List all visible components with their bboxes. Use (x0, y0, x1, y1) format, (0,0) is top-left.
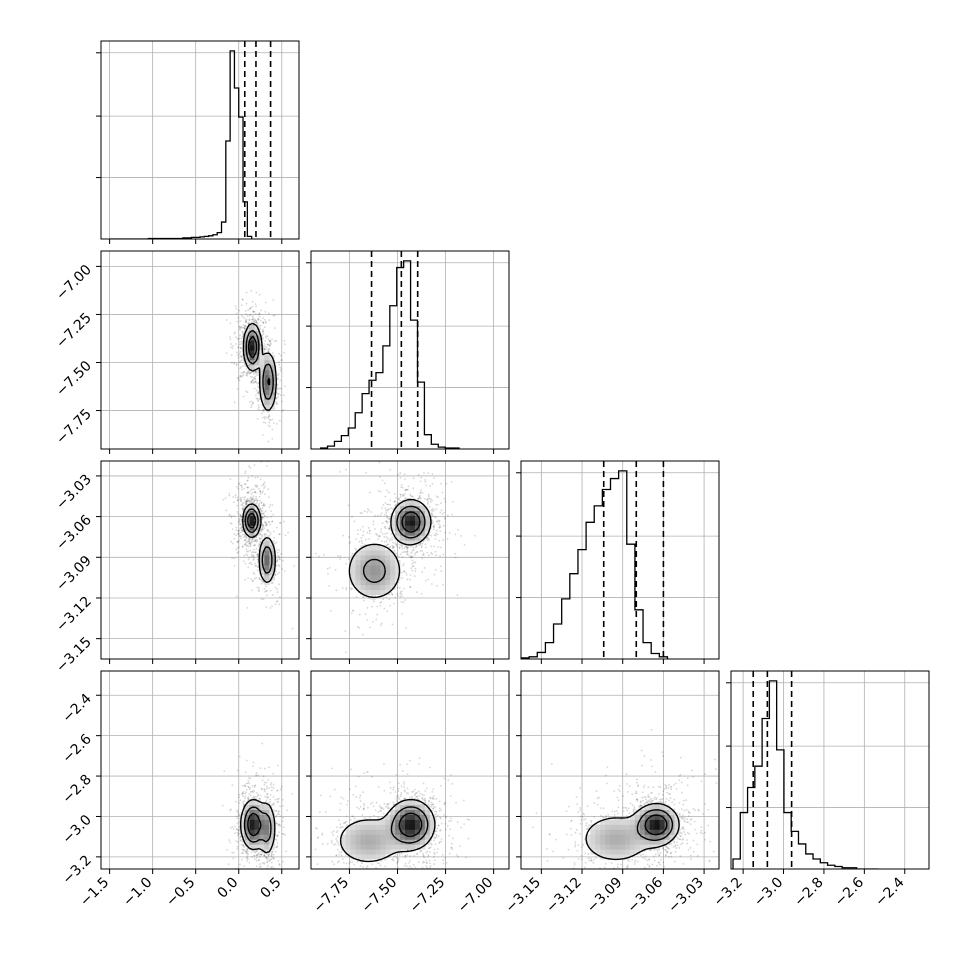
scatter-points (222, 461, 296, 630)
panel-frame (310, 460, 510, 660)
panel-frame (520, 460, 720, 660)
contour-level (390, 806, 429, 844)
scatter-content (221, 742, 294, 869)
x-tick-label: −0.5 (163, 875, 198, 910)
y-tick-label: −7.50 (53, 358, 95, 400)
panel-frame (100, 460, 300, 660)
contour-lines (240, 798, 276, 854)
y-tick-label: −3.2 (59, 852, 94, 887)
scatter-panel-p0-p2: −3.15−3.12−3.09−3.06−3.03 (53, 460, 300, 676)
panel-frame (100, 40, 300, 240)
panel-frame (310, 250, 510, 450)
contour-level (585, 802, 680, 861)
contour-level (245, 329, 274, 400)
scatter-content (315, 461, 476, 654)
x-tick-label: −7.00 (455, 875, 497, 917)
x-tick-label: −3.03 (665, 875, 707, 917)
y-tick-label: −3.15 (53, 634, 95, 676)
density-fill (244, 505, 275, 586)
x-tick-label: −7.25 (407, 875, 449, 917)
histogram-panel-p2 (516, 460, 720, 664)
contour-lines (242, 503, 276, 583)
y-tick-label: −7.00 (53, 262, 95, 304)
contour-level (247, 812, 262, 837)
x-tick-label: −2.8 (791, 875, 826, 910)
contour-level (243, 806, 272, 843)
scatter-panel-p0-p1: −7.75 −7.50 −7.25 −7.00 (53, 250, 300, 454)
panel-frame (730, 670, 930, 870)
y-tick-label: −3.12 (53, 593, 95, 635)
x-tick-label: −3.09 (584, 875, 626, 917)
density-fill (585, 804, 680, 860)
y-tick-label: −2.6 (59, 731, 94, 766)
histogram-panel-p0 (96, 40, 300, 244)
x-tick-label: −2.6 (832, 874, 867, 909)
contour-level (247, 512, 257, 529)
histogram-bars (732, 680, 879, 869)
x-tick-label: −2.4 (872, 874, 907, 909)
contour-level (636, 809, 674, 841)
histogram-bars (109, 50, 253, 239)
contour-lines (348, 498, 432, 599)
scatter-panel-p1-p3: −7.75 −7.50 −7.25 −7.00 (306, 670, 510, 917)
y-tick-label: −7.75 (53, 406, 95, 448)
histogram-bars (319, 260, 460, 449)
y-tick-label: −3.06 (53, 512, 95, 554)
contour-level (242, 322, 277, 411)
y-tick-label: −2.4 (59, 691, 94, 726)
scatter-panel-p2-p3: −3.15 −3.12 −3.09 −3.06 −3.03 (503, 670, 720, 917)
histogram-panel-p3: −3.2 −3.0 −2.8 −2.6 −2.4 (711, 670, 930, 910)
histogram-panel-p1 (306, 250, 510, 454)
panel-frame (100, 670, 300, 870)
x-tick-label: 0.0 (215, 875, 242, 902)
panel-frame (520, 670, 720, 870)
scatter-panel-p1-p2 (306, 460, 510, 664)
x-tick-label: 0.5 (258, 875, 285, 902)
panel-frame (100, 250, 300, 450)
contour-level (244, 508, 273, 574)
x-tick-label: −7.75 (311, 875, 353, 917)
contour-level (348, 498, 432, 599)
scatter-content (225, 289, 286, 443)
contour-level (242, 503, 276, 583)
panel-frame (310, 670, 510, 870)
scatter-content (222, 461, 296, 630)
x-tick-label: −7.50 (359, 875, 401, 917)
contour-level (398, 812, 423, 838)
x-tick-label: −3.0 (751, 875, 786, 910)
contour-lines (585, 802, 680, 861)
x-tick-label: −1.5 (77, 875, 112, 910)
x-tick-label: −3.06 (625, 874, 667, 916)
scatter-panel-p0-p3: −1.5 −1.0 −0.5 0.0 0.5 −3.2 −3.0 −2.8 −2.6 −2.4 (59, 670, 300, 910)
x-tick-label: −3.2 (711, 875, 746, 910)
y-tick-label: −3.0 (59, 812, 94, 847)
contour-level (247, 335, 271, 386)
scatter-content (311, 757, 471, 869)
y-tick-label: −2.8 (59, 772, 94, 807)
contour-level (339, 798, 436, 863)
contour-lines (242, 322, 277, 411)
contour-lines (339, 798, 436, 863)
x-tick-label: −3.12 (543, 875, 585, 917)
contour-level (362, 505, 426, 583)
x-tick-label: −1.0 (120, 875, 155, 910)
y-tick-label: −7.25 (53, 310, 95, 352)
contour-level (240, 798, 276, 854)
scatter-content (532, 728, 719, 869)
y-tick-label: −3.03 (53, 471, 95, 513)
contour-level (401, 511, 421, 533)
contour-level (644, 814, 668, 836)
x-tick-label: −3.15 (503, 875, 545, 917)
histogram-bars (521, 470, 669, 659)
y-tick-label: −3.09 (53, 553, 95, 595)
